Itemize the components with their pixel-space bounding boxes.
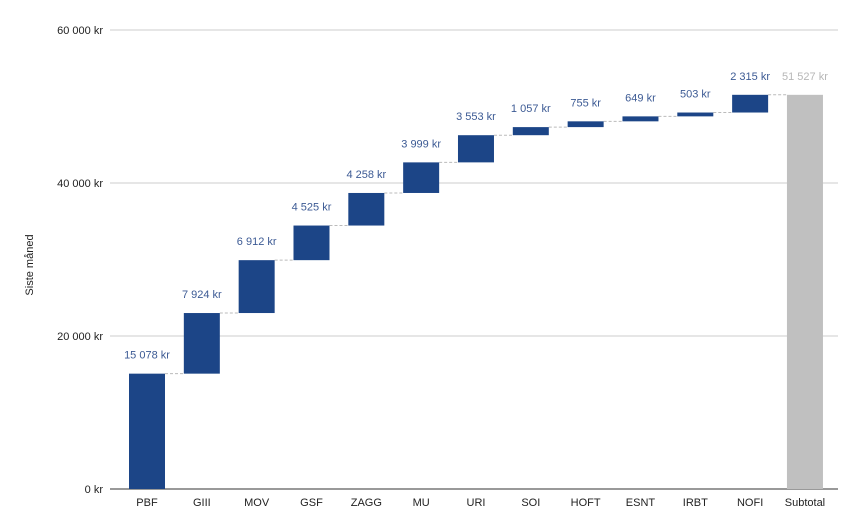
x-tick-label-uri: URI [467, 497, 486, 509]
bar-giii [183, 313, 220, 374]
data-label-mu: 3 999 kr [401, 138, 441, 150]
x-tick-label-mu: MU [413, 497, 430, 509]
data-label-giii: 7 924 kr [182, 289, 222, 301]
data-label-esnt: 649 kr [625, 92, 656, 104]
bar-esnt [622, 116, 659, 122]
gridlines [110, 29, 838, 490]
data-labels: 15 078 kr 7 924 kr 6 912 kr 4 525 kr 4 258 k… [124, 71, 828, 362]
x-tick-label-irbt: IRBT [683, 497, 708, 509]
x-tick-label-gsf: GSF [300, 497, 323, 509]
data-label-hoft: 755 kr [570, 97, 601, 109]
data-label-nofi: 2 315 kr [730, 71, 770, 83]
bars [129, 94, 823, 489]
bar-uri [457, 135, 494, 163]
data-label-mov: 6 912 kr [237, 236, 277, 248]
bar-soi [512, 127, 549, 136]
y-tick-label: 60 000 kr [57, 25, 103, 37]
x-tick-label-hoft: HOFT [571, 497, 601, 509]
bar-pbf [129, 373, 165, 489]
bar-nofi [732, 94, 769, 113]
category-labels: PBF GIII MOV GSF ZAGG MU URI SOI HOFT ESNT IRBT NOF… [136, 497, 825, 509]
y-tick-label: 20 000 kr [57, 331, 103, 343]
y-tick-label: 0 kr [85, 484, 104, 496]
bar-irbt [677, 112, 714, 117]
data-label-irbt: 503 kr [680, 89, 711, 101]
x-tick-label-zagg: ZAGG [351, 497, 382, 509]
y-tick-label: 40 000 kr [57, 178, 103, 190]
x-tick-label-mov: MOV [244, 497, 270, 509]
y-axis-title: Siste måned [24, 234, 36, 295]
bar-gsf [293, 225, 330, 261]
bar-zagg [348, 192, 385, 226]
x-tick-label-soi: SOI [521, 497, 540, 509]
y-axis-ticks: 0 kr 20 000 kr 40 000 kr 60 000 kr [57, 25, 103, 496]
data-label-subtotal: 51 527 kr [782, 71, 828, 83]
x-tick-label-subtotal: Subtotal [785, 497, 825, 509]
data-label-pbf: 15 078 kr [124, 350, 170, 362]
data-label-gsf: 4 525 kr [292, 202, 332, 214]
bar-mu [403, 162, 440, 193]
bar-hoft [567, 121, 604, 128]
x-tick-label-nofi: NOFI [737, 497, 763, 509]
bar-mov [238, 260, 275, 314]
x-tick-label-esnt: ESNT [626, 497, 656, 509]
x-tick-label-giii: GIII [193, 497, 211, 509]
x-tick-label-pbf: PBF [136, 497, 158, 509]
data-label-uri: 3 553 kr [456, 111, 496, 123]
data-label-zagg: 4 258 kr [346, 169, 386, 181]
data-label-soi: 1 057 kr [511, 103, 551, 115]
connector-lines [165, 94, 787, 375]
bar-subtotal [786, 94, 823, 489]
